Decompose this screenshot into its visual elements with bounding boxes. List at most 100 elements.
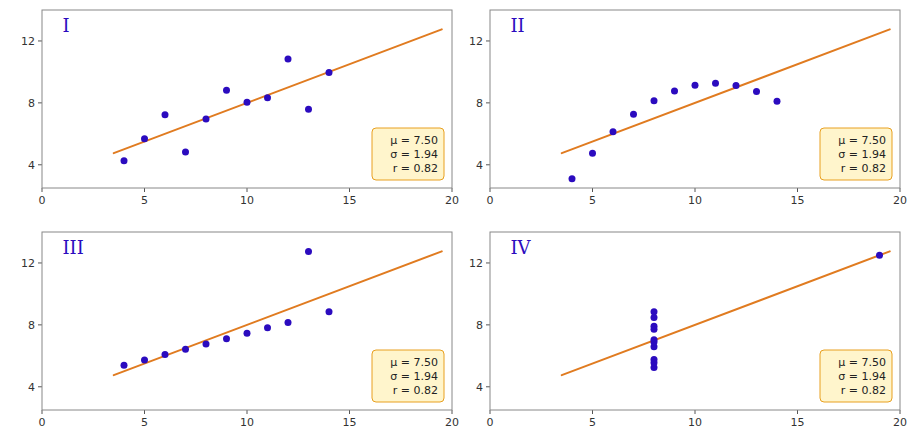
annotation-text: σ = 1.94: [390, 370, 438, 383]
x-tick-label: 0: [39, 416, 46, 429]
panel-label: II: [511, 15, 525, 36]
x-tick-label: 15: [791, 194, 805, 207]
point: [651, 323, 658, 330]
y-tick: [38, 102, 42, 103]
y-tick: [486, 102, 490, 103]
plot-background: [490, 232, 900, 410]
point: [141, 135, 148, 142]
x-tick-label: 20: [445, 416, 459, 429]
point: [326, 308, 333, 315]
x-tick: [490, 188, 491, 192]
x-tick: [695, 188, 696, 192]
x-tick-label: 0: [487, 416, 494, 429]
point: [651, 314, 658, 321]
y-tick: [38, 164, 42, 165]
y-tick-label: 12: [21, 35, 35, 48]
x-tick: [144, 410, 145, 414]
x-tick: [42, 188, 43, 192]
y-tick-label: 12: [469, 257, 483, 270]
y-tick-label: 12: [21, 257, 35, 270]
annotation-text: r = 0.82: [841, 162, 886, 175]
point: [305, 106, 312, 113]
panel: 051015204812Iμ = 7.50σ = 1.94r = 0.82: [21, 10, 459, 207]
y-tick-label: 4: [28, 381, 35, 394]
annotation-text: μ = 7.50: [838, 356, 886, 369]
y-tick-label: 12: [469, 35, 483, 48]
y-tick: [38, 40, 42, 41]
annotation: μ = 7.50σ = 1.94r = 0.82: [820, 128, 892, 180]
x-tick-label: 10: [240, 194, 254, 207]
panel-label: I: [63, 15, 70, 36]
x-tick-label: 5: [141, 416, 148, 429]
y-tick-label: 8: [476, 319, 483, 332]
figure: 051015204812Iμ = 7.50σ = 1.94r = 0.82051…: [0, 0, 910, 441]
point: [223, 335, 230, 342]
annotation-text: μ = 7.50: [838, 134, 886, 147]
point: [264, 324, 271, 331]
panel: 051015204812IIIμ = 7.50σ = 1.94r = 0.82: [21, 232, 459, 429]
x-tick: [247, 188, 248, 192]
point: [651, 97, 658, 104]
y-tick: [486, 262, 490, 263]
y-tick-label: 4: [28, 159, 35, 172]
point: [569, 175, 576, 182]
annotation-text: σ = 1.94: [838, 148, 886, 161]
plot-background: [42, 232, 452, 410]
x-tick-label: 15: [343, 416, 357, 429]
x-tick-label: 20: [893, 416, 907, 429]
x-tick: [144, 188, 145, 192]
annotation-text: μ = 7.50: [390, 134, 438, 147]
point: [651, 359, 658, 366]
annotation: μ = 7.50σ = 1.94r = 0.82: [372, 128, 444, 180]
marks: [114, 248, 442, 375]
annotation-box: [820, 350, 892, 402]
annotation: μ = 7.50σ = 1.94r = 0.82: [820, 350, 892, 402]
y-tick-label: 8: [28, 319, 35, 332]
plot-frame: [42, 232, 452, 410]
x-tick: [797, 410, 798, 414]
x-tick-label: 10: [240, 416, 254, 429]
point: [651, 339, 658, 346]
point: [285, 55, 292, 62]
y-tick: [38, 324, 42, 325]
panel-label: IV: [511, 237, 532, 258]
x-tick-label: 10: [688, 416, 702, 429]
y-tick: [486, 40, 490, 41]
y-tick-label: 8: [28, 97, 35, 110]
point: [121, 157, 128, 164]
annotation-box: [372, 128, 444, 180]
plot-background: [490, 10, 900, 188]
x-tick: [900, 188, 901, 192]
plot-frame: [42, 10, 452, 188]
x-tick: [42, 410, 43, 414]
x-tick: [695, 410, 696, 414]
x-tick-label: 10: [688, 194, 702, 207]
regression-line: [114, 251, 442, 375]
point: [264, 94, 271, 101]
x-tick: [592, 188, 593, 192]
plot-frame: [490, 232, 900, 410]
panel: 051015204812IIμ = 7.50σ = 1.94r = 0.82: [469, 10, 907, 207]
annotation-text: r = 0.82: [841, 384, 886, 397]
point: [162, 111, 169, 118]
x-tick: [349, 188, 350, 192]
x-tick-label: 15: [343, 194, 357, 207]
annotation-text: σ = 1.94: [838, 370, 886, 383]
regression-line: [114, 29, 442, 153]
point: [630, 111, 637, 118]
point: [305, 248, 312, 255]
x-tick-label: 5: [589, 194, 596, 207]
point: [141, 357, 148, 364]
point: [712, 80, 719, 87]
x-tick: [490, 410, 491, 414]
plot-background: [42, 10, 452, 188]
y-tick-label: 8: [476, 97, 483, 110]
marks: [114, 29, 442, 164]
panel-label: III: [63, 237, 84, 258]
x-tick-label: 5: [141, 194, 148, 207]
marks: [562, 251, 890, 375]
point: [182, 149, 189, 156]
y-tick: [486, 386, 490, 387]
point: [692, 82, 699, 89]
point: [876, 252, 883, 259]
